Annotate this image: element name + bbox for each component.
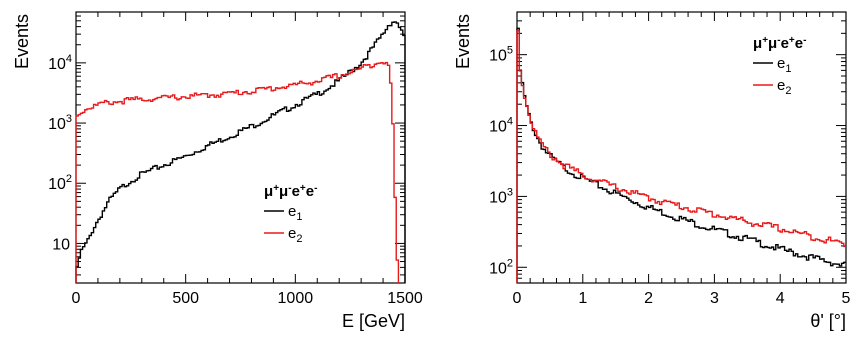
y-axis-title: Events [453, 14, 473, 69]
x-tick-label: 2 [644, 290, 653, 307]
plot-frame [516, 11, 847, 284]
y-tick-label: 102 [48, 173, 72, 193]
y-tick-label: 104 [489, 116, 513, 136]
x-tick-label: 3 [710, 290, 719, 307]
x-tick-label: 1000 [278, 290, 314, 307]
chart-panel-1: 0 500 1000 1500 10 102 103 104 E [GeV] Events μ+μ-… [12, 11, 423, 331]
x-tick-label: 4 [776, 290, 785, 307]
legend-title: μ+μ-e+e- [264, 183, 317, 200]
y-tick-label: 104 [48, 53, 72, 73]
chart-panel-2: 0 1 2 3 4 5 102 103 104 105 θ' [°] Events μ+μ-e+e-e1… [453, 11, 851, 331]
x-axis-title: E [GeV] [342, 311, 405, 331]
series-line-e1 [75, 21, 406, 283]
legend-label-e2: e2 [288, 225, 302, 245]
x-tick-label: 1 [578, 290, 587, 307]
legend-label-e2: e2 [777, 77, 791, 97]
legend-label-e1: e1 [777, 55, 791, 75]
series-line-e1 [516, 27, 846, 283]
x-tick-label: 1500 [387, 290, 423, 307]
x-tick-label: 0 [513, 290, 522, 307]
legend-label-e1: e1 [288, 203, 302, 223]
y-tick-label: 10 [52, 236, 70, 253]
x-axis-title: θ' [°] [810, 311, 846, 331]
series-line-e2 [516, 30, 846, 283]
y-axis-title: Events [12, 14, 32, 69]
y-tick-label: 105 [489, 45, 513, 65]
y-tick-label: 103 [48, 113, 72, 133]
series-line-e2 [75, 61, 400, 283]
y-tick-label: 103 [489, 186, 513, 206]
x-tick-label: 500 [172, 290, 199, 307]
y-tick-label: 102 [489, 257, 513, 277]
x-tick-label: 5 [842, 290, 851, 307]
x-tick-label: 0 [72, 290, 81, 307]
legend-title: μ+μ-e+e- [753, 35, 806, 52]
plot-frame [75, 11, 406, 284]
